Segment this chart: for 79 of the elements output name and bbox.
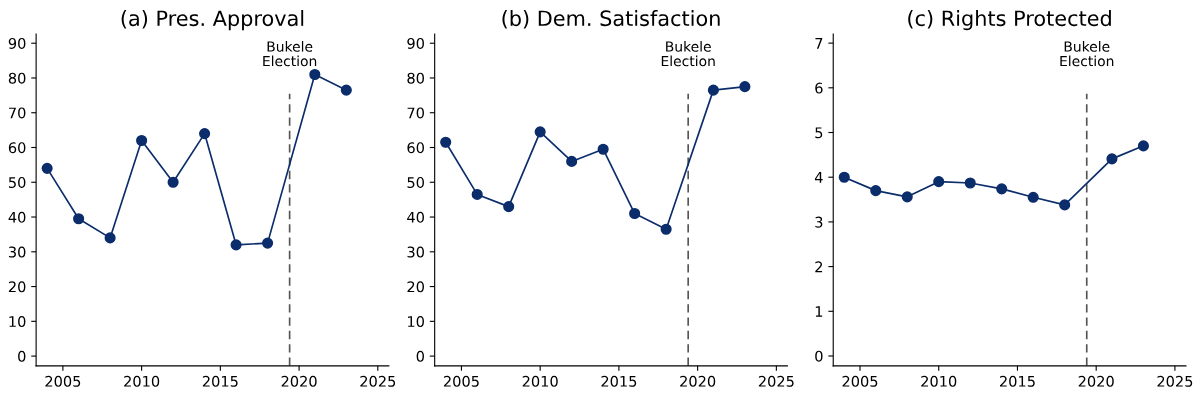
y-tick-label: 6 [815,82,823,94]
point [262,237,274,249]
x-tick-label: 2010 [522,375,558,387]
point [136,134,148,147]
y-tick-label: 2 [815,261,823,273]
y-tick-label: 0 [18,350,26,362]
point [1137,140,1149,152]
point [566,155,578,167]
x-tick-label: 2005 [842,375,878,387]
y-tick-label: 40 [407,211,424,223]
x-tick-label: 2025 [1157,375,1193,387]
y-tick-label: 1 [815,306,823,317]
y-tick-label: 30 [8,246,26,258]
y-tick-label: 20 [407,281,424,293]
point [471,188,483,200]
x-tick-label: 2020 [281,375,317,387]
y-tick-label: 60 [407,142,424,154]
x-tick-label: 2005 [443,375,479,387]
point [73,213,85,225]
point [41,162,53,174]
y-tick-label: 80 [8,72,26,84]
point [933,176,945,188]
x-tick-label: 2020 [680,375,716,387]
point [309,68,321,81]
y-tick-label: 80 [407,72,424,84]
ref-line-label: Bukele Election [661,41,715,67]
point [870,185,882,197]
chart-title: (a) Pres. Approval [121,10,304,31]
point [629,207,641,220]
y-tick-label: 10 [9,316,26,328]
point [230,239,242,251]
y-tick-label: 20 [8,281,26,293]
point [707,84,719,96]
y-tick-label: 7 [815,38,823,49]
y-tick-label: 50 [8,176,26,189]
y-tick-label: 10 [408,316,424,328]
point [503,201,515,213]
point [1106,153,1118,165]
point [901,191,913,203]
x-tick-label: 2010 [921,375,957,387]
y-tick-label: 0 [815,350,823,362]
point [996,183,1008,195]
y-tick-label: 50 [407,176,424,189]
point [104,232,116,244]
point [1059,199,1071,211]
x-tick-label: 2005 [45,375,81,387]
x-tick-label: 2010 [124,375,160,387]
y-tick-label: 0 [416,350,424,362]
point [739,81,751,93]
point [534,126,546,138]
y-tick-label: 60 [8,142,26,154]
point [340,84,352,96]
point [440,136,452,148]
x-tick-label: 2015 [999,375,1035,387]
y-tick-label: 70 [407,107,424,119]
point [838,171,850,183]
y-tick-label: 40 [8,211,26,223]
chart-title: (b) Dem. Satisfaction [502,10,720,29]
point [199,128,211,140]
x-tick-label: 2020 [1078,375,1114,387]
y-tick-label: 5 [815,127,823,139]
point [597,143,609,155]
y-tick-label: 30 [407,246,424,258]
y-tick-label: 90 [407,37,424,49]
y-tick-label: 90 [8,37,26,49]
y-tick-label: 70 [9,107,26,119]
y-tick-label: 4 [814,172,823,183]
point [964,177,976,189]
x-tick-label: 2015 [601,375,637,387]
x-tick-label: 2025 [360,375,396,387]
chart-title: (c) Rights Protected [908,10,1111,31]
y-tick-label: 3 [815,216,823,228]
point [167,176,179,188]
x-tick-label: 2015 [202,375,238,387]
x-tick-label: 2025 [758,375,794,387]
ref-line-label: Bukele Election [1060,41,1114,67]
ref-line-label: Bukele Election [263,41,317,67]
point [1027,191,1039,203]
point [660,223,672,235]
